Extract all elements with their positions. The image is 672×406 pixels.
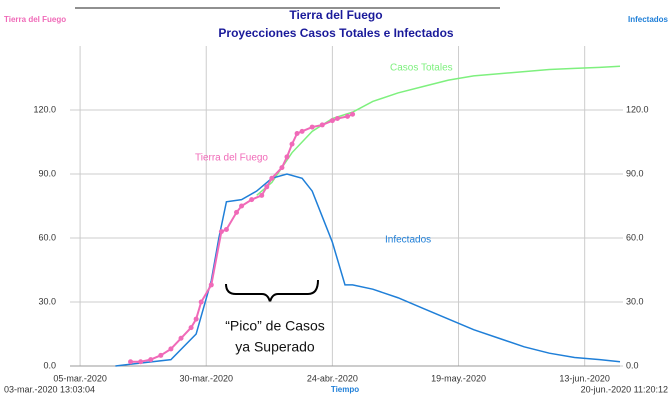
x-tick-label: 13-jun.-2020 xyxy=(559,373,610,383)
series-label: Tierra del Fuego xyxy=(195,153,268,164)
x-range-end: 20-jun.-2020 11:20:12 xyxy=(581,384,668,394)
y2-tick-label: 90.0 xyxy=(626,168,644,178)
data-point xyxy=(309,124,315,130)
y-tick-label: 120.0 xyxy=(33,104,56,114)
series-line xyxy=(256,65,621,196)
y2-tick-label: 60.0 xyxy=(626,232,644,242)
data-point xyxy=(345,113,351,119)
data-point xyxy=(168,346,174,352)
data-point xyxy=(279,165,285,171)
x-range-start: 03-mar.-2020 13:03:04 xyxy=(4,384,95,394)
y2-axis-label: Infectados xyxy=(628,15,669,24)
data-point xyxy=(218,229,224,235)
y-axis-label: Tierra del Fuego xyxy=(4,15,66,24)
data-point xyxy=(148,357,154,363)
series-label: Infectados xyxy=(385,235,431,246)
brace xyxy=(225,279,319,303)
data-point xyxy=(334,116,340,122)
data-point xyxy=(249,197,255,203)
data-point xyxy=(158,352,164,358)
data-point xyxy=(329,118,335,124)
data-point xyxy=(284,154,290,160)
series-label: Casos Totales xyxy=(390,63,453,74)
series-line xyxy=(115,173,621,367)
x-tick-label: 19-may.-2020 xyxy=(431,373,486,383)
data-point xyxy=(264,184,270,190)
data-point xyxy=(138,359,144,365)
data-point xyxy=(294,130,300,136)
x-axis-label: Tiempo xyxy=(331,385,359,394)
annotation: “Pico” de Casos xyxy=(225,318,325,334)
annotation: ya Superado xyxy=(235,339,315,355)
data-point xyxy=(259,192,265,198)
data-point xyxy=(178,335,184,341)
data-point xyxy=(128,359,134,365)
data-point xyxy=(239,203,245,209)
x-tick-label: 05-mar.-2020 xyxy=(53,373,107,383)
y-tick-label: 30.0 xyxy=(38,296,56,306)
y-tick-label: 90.0 xyxy=(38,168,56,178)
y-tick-label: 0.0 xyxy=(43,360,56,370)
data-point xyxy=(198,299,204,305)
chart-title: Tierra del Fuego xyxy=(289,8,382,22)
data-point xyxy=(188,325,194,331)
chart-subtitle: Proyecciones Casos Totales e Infectados xyxy=(218,26,454,40)
data-point xyxy=(319,122,325,128)
x-tick-label: 24-abr.-2020 xyxy=(307,373,358,383)
data-point xyxy=(289,141,295,147)
data-point xyxy=(269,175,275,181)
data-point xyxy=(223,226,229,232)
data-point xyxy=(193,316,199,322)
y2-tick-label: 30.0 xyxy=(626,296,644,306)
data-point xyxy=(208,282,214,288)
data-point xyxy=(234,209,240,215)
data-point xyxy=(350,111,356,117)
data-point xyxy=(299,128,305,134)
y2-tick-label: 0.0 xyxy=(626,360,639,370)
y2-tick-label: 120.0 xyxy=(626,104,649,114)
y-tick-label: 60.0 xyxy=(38,232,56,242)
x-tick-label: 30-mar.-2020 xyxy=(179,373,233,383)
